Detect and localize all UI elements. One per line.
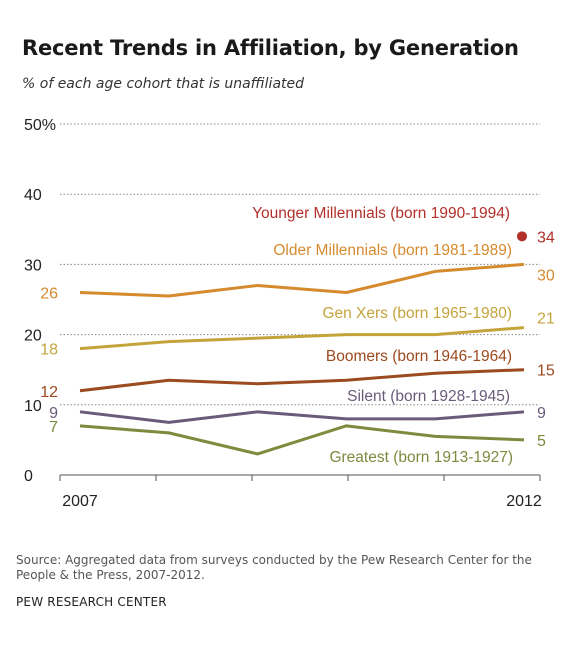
start-value-label: 7 (49, 419, 58, 436)
series-line (79, 262, 525, 298)
series-line (79, 326, 525, 351)
x-tick-label: 2012 (506, 493, 542, 510)
series-name-label: Greatest (born 1913-1927) (329, 449, 513, 466)
series-line (79, 410, 525, 424)
end-value-label: 9 (537, 405, 546, 422)
series-line (79, 368, 525, 393)
start-value-label: 12 (40, 384, 58, 401)
end-value-label: 34 (537, 229, 555, 246)
source-note: Source: Aggregated data from surveys con… (16, 553, 532, 582)
x-tick-label: 2007 (62, 493, 98, 510)
end-value-label: 30 (537, 267, 555, 284)
start-value-label: 9 (49, 405, 58, 422)
organization-name: PEW RESEARCH CENTER (16, 595, 167, 609)
chart-title: Recent Trends in Affiliation, by Generat… (22, 36, 519, 60)
series-point (517, 231, 527, 242)
y-tick-label: 50% (24, 117, 56, 134)
chart-subtitle: % of each age cohort that is unaffiliate… (22, 76, 305, 92)
end-value-label: 5 (537, 433, 546, 450)
y-tick-label: 10 (24, 398, 42, 415)
series-name-label: Silent (born 1928-1945) (347, 388, 510, 405)
end-value-label: 15 (537, 363, 555, 380)
y-tick-label: 30 (24, 257, 42, 274)
start-value-label: 18 (40, 342, 58, 359)
series-name-label: Older Millennials (born 1981-1989) (273, 242, 512, 259)
y-tick-label: 20 (24, 328, 42, 345)
series-line (79, 424, 525, 456)
start-value-label: 26 (40, 285, 58, 302)
y-tick-label: 0 (24, 468, 33, 485)
line-chart: 0 10 20 30 40 50% 2007 2012 Younger Millennials … (24, 117, 555, 510)
series-name-label: Gen Xers (born 1965-1980) (322, 305, 512, 322)
series-name-label: Boomers (born 1946-1964) (326, 348, 512, 365)
end-value-label: 21 (537, 311, 555, 328)
y-tick-label: 40 (24, 187, 42, 204)
series-name-label: Younger Millennials (born 1990-1994) (252, 205, 510, 222)
